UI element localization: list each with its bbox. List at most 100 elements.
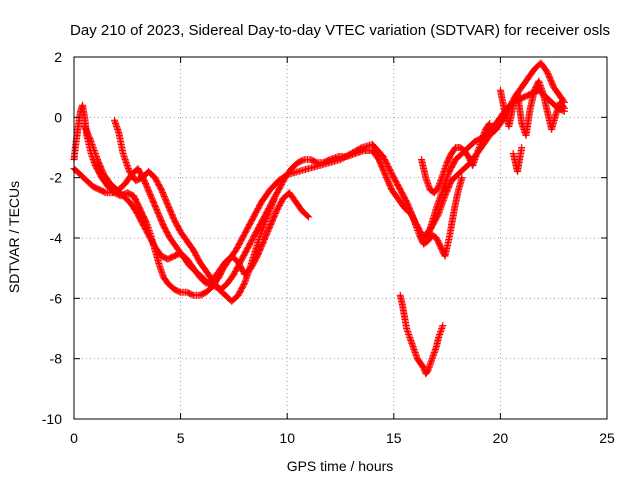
data-point (245, 267, 253, 275)
data-point (436, 180, 444, 188)
y-tick-label: -10 (42, 411, 62, 427)
data-point (406, 335, 414, 343)
y-tick-label: 0 (54, 109, 62, 125)
x-axis-label: GPS time / hours (287, 458, 394, 474)
series-5 (396, 291, 447, 378)
data-point (88, 141, 96, 148)
series-9 (509, 144, 526, 176)
data-point (111, 118, 119, 126)
data-point (257, 231, 264, 239)
data-point (119, 150, 127, 157)
data-point (304, 212, 311, 220)
data-point (436, 331, 444, 338)
data-point (423, 177, 431, 185)
chart-title: Day 210 of 2023, Sidereal Day-to-day VTE… (70, 22, 610, 39)
data-point (387, 168, 395, 176)
data-point (411, 349, 419, 357)
data-point (458, 174, 466, 182)
data-point (261, 217, 269, 225)
data-point (553, 106, 561, 114)
data-point (439, 322, 447, 329)
y-tick-label: -2 (50, 170, 63, 186)
data-point (536, 80, 544, 88)
data-point (560, 103, 567, 111)
y-axis-label: SDTVAR / TECUs (6, 181, 22, 293)
data-point (431, 347, 439, 355)
data-point (240, 281, 248, 289)
data-point (437, 175, 445, 183)
data-point (440, 166, 448, 174)
data-point (518, 144, 526, 151)
data-point (305, 213, 312, 221)
data-point (537, 85, 545, 93)
data-point (442, 162, 450, 170)
data-point (299, 156, 307, 164)
data-point (479, 131, 487, 139)
data-point (552, 110, 560, 118)
x-tick-label: 15 (386, 430, 402, 446)
data-point (124, 163, 132, 171)
data-point (113, 122, 121, 130)
y-tick-label: 2 (54, 49, 62, 65)
data-point (437, 190, 445, 198)
series-8 (496, 77, 568, 139)
data-point (403, 326, 411, 334)
y-tick-label: -4 (50, 230, 63, 246)
x-tick-label: 20 (493, 430, 509, 446)
data-point (426, 361, 434, 369)
data-point (114, 127, 122, 135)
y-tick-label: -6 (50, 290, 63, 306)
data-point (411, 219, 419, 227)
data-point (265, 209, 273, 217)
data-point (246, 263, 254, 271)
data-point (439, 186, 447, 194)
data-point (270, 196, 278, 204)
x-tick-label: 10 (279, 430, 295, 446)
data-point (437, 326, 445, 334)
data-point (471, 154, 479, 162)
data-point (432, 204, 440, 212)
data-point (91, 150, 99, 157)
series-2 (70, 86, 568, 293)
data-point (242, 276, 250, 284)
data-point (413, 223, 421, 231)
axis-ticks: 0 5 10 15 20 25 -10 -8 -6 -4 -2 0 2 (42, 49, 615, 446)
data-point (260, 222, 268, 230)
data-point (101, 188, 109, 196)
data-point (388, 169, 396, 177)
x-tick-label: 0 (70, 430, 78, 446)
data-point (90, 145, 98, 153)
data-point (485, 121, 493, 129)
data-point (518, 119, 526, 127)
data-point (473, 150, 481, 157)
data-point (87, 136, 94, 144)
y-tick-label: -8 (50, 351, 63, 367)
data-point (243, 272, 251, 280)
data-point (408, 340, 416, 348)
data-point (122, 159, 130, 167)
data-point (439, 171, 447, 179)
data-point (414, 228, 422, 236)
series-6 (418, 119, 494, 197)
data-point (478, 136, 486, 144)
data-point (560, 104, 568, 112)
data-point (469, 160, 477, 168)
data-point (258, 227, 266, 234)
data-point (475, 145, 482, 153)
series-7 (411, 174, 466, 260)
series-4 (111, 116, 278, 305)
data-point (486, 119, 494, 127)
data-point (434, 199, 442, 207)
data-point (270, 195, 278, 203)
data-point (158, 269, 166, 277)
data-point (254, 237, 262, 245)
data-point (175, 288, 183, 296)
data-point (265, 208, 273, 215)
data-point (424, 181, 432, 189)
data-point (428, 356, 436, 364)
data-point (121, 154, 129, 162)
data-point (188, 291, 196, 299)
data-point (476, 141, 484, 148)
data-point (405, 331, 413, 338)
